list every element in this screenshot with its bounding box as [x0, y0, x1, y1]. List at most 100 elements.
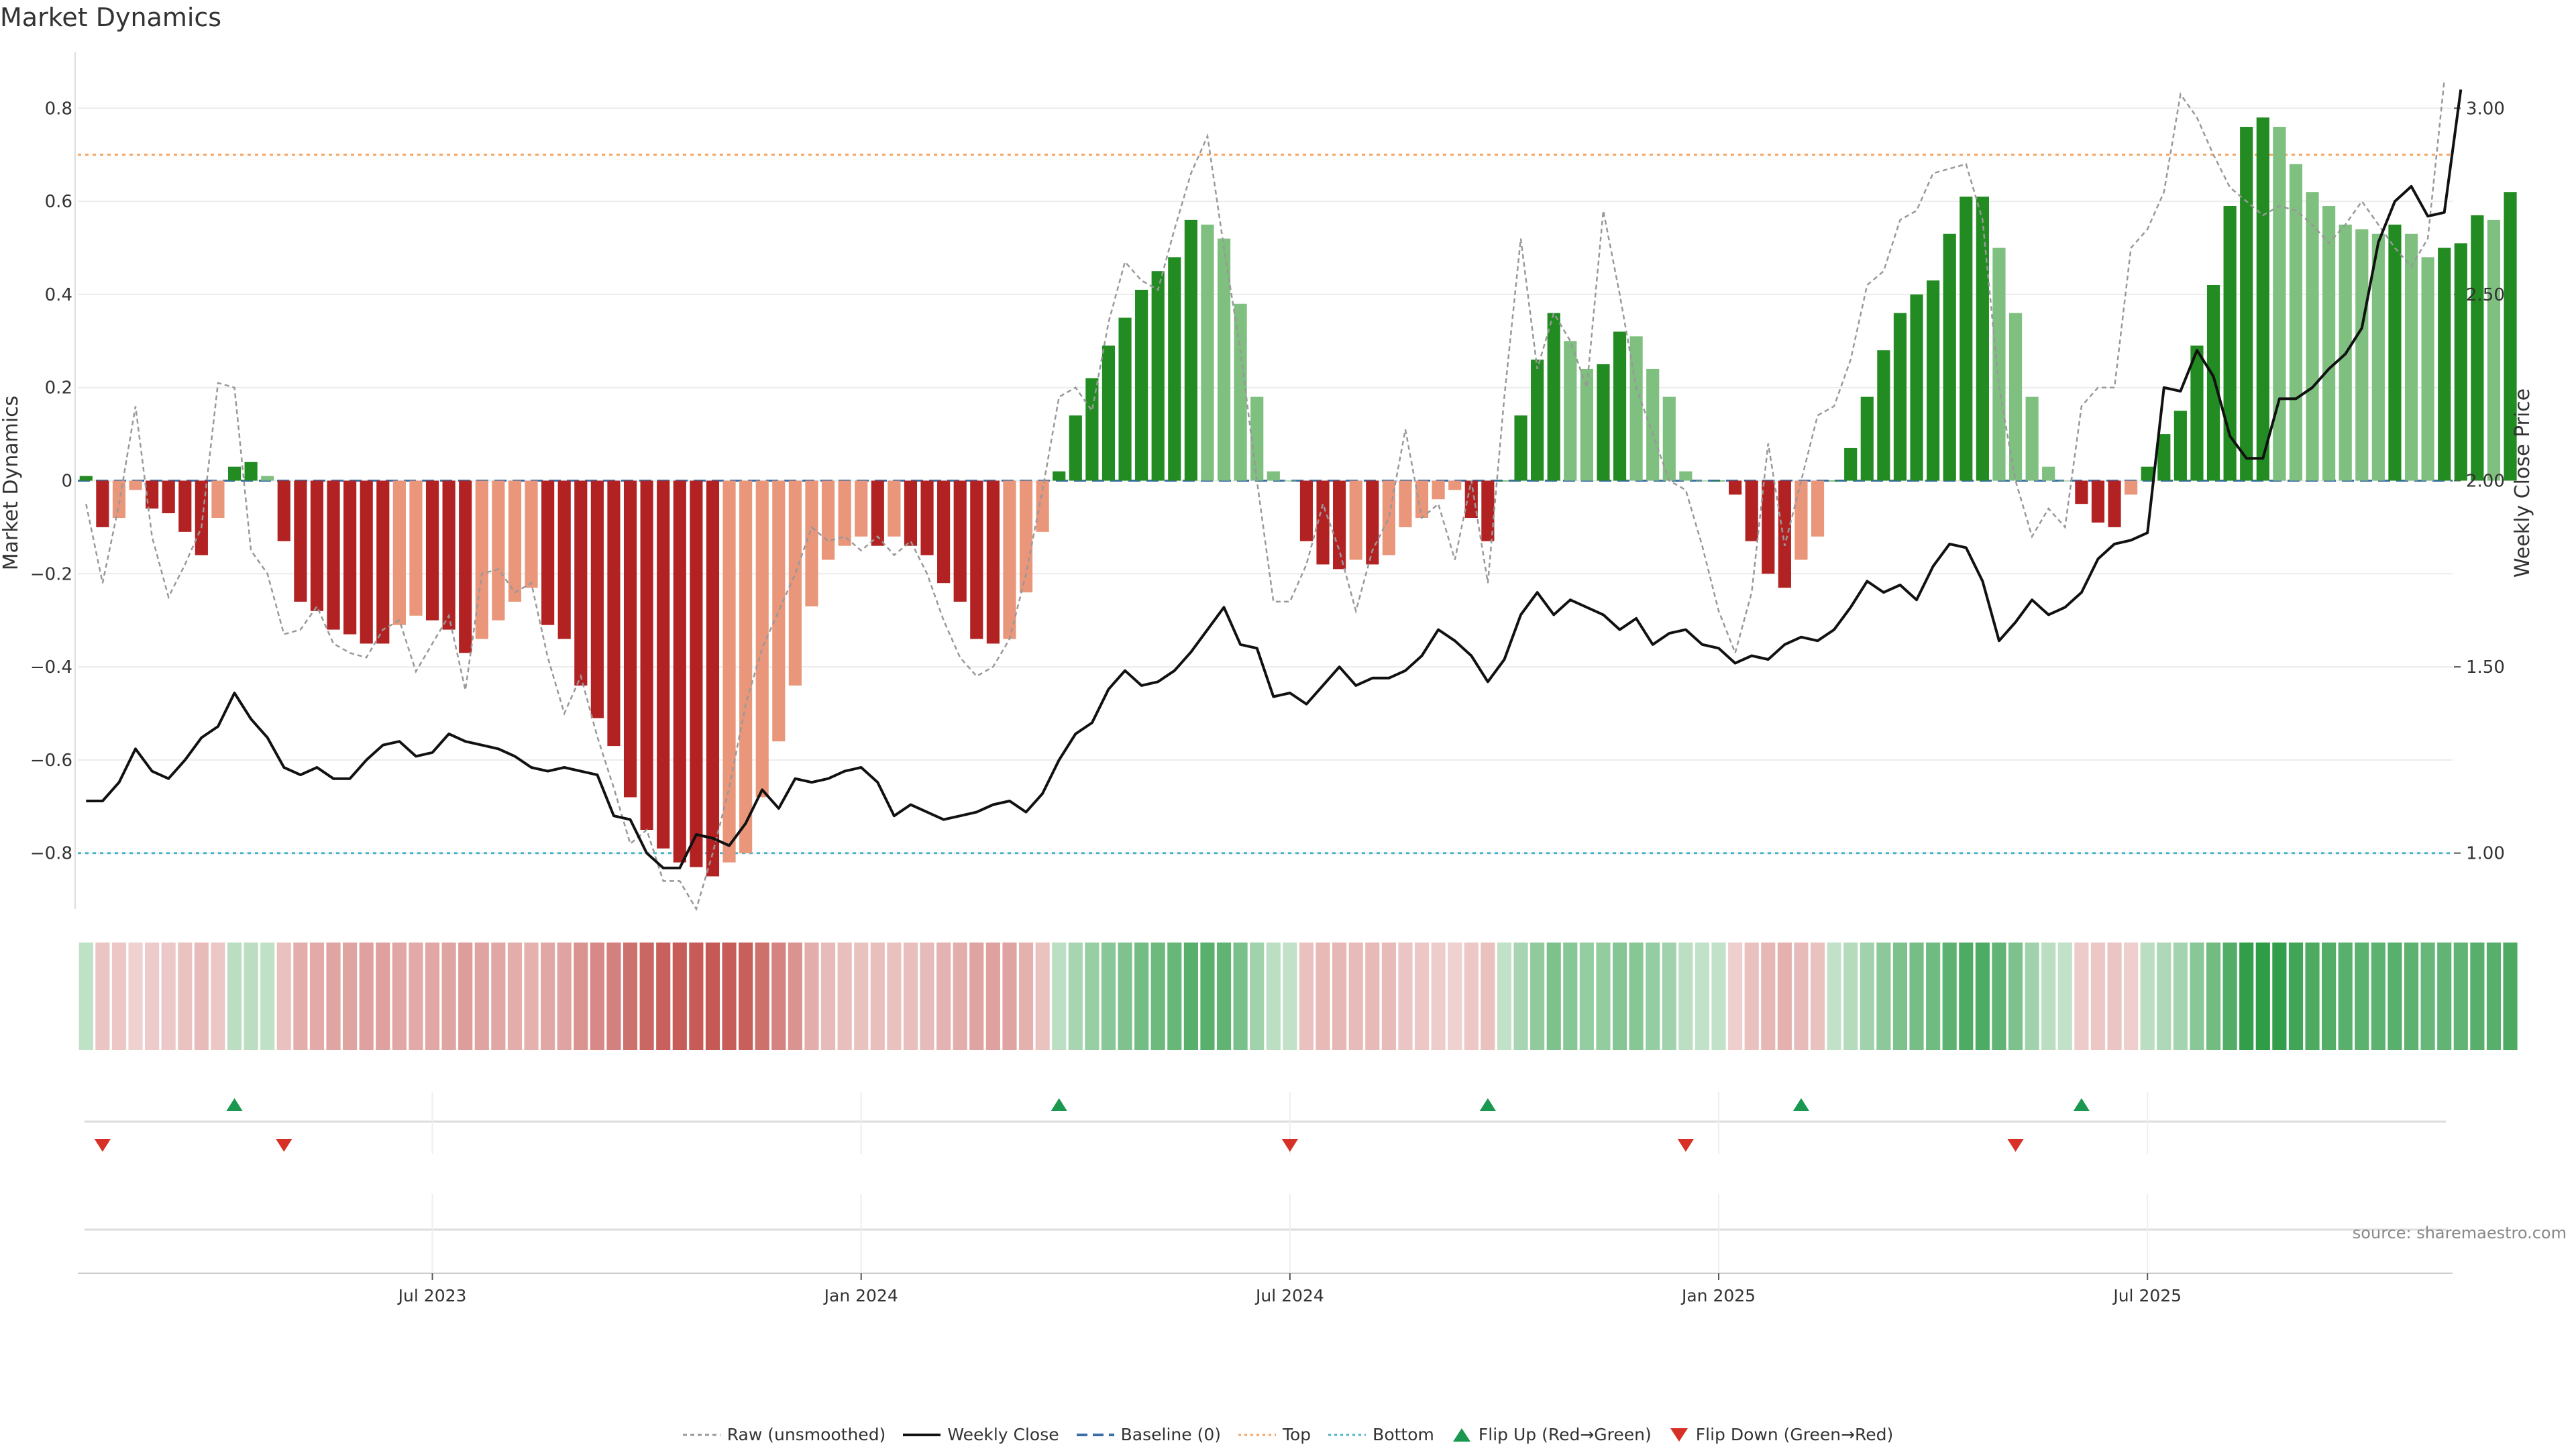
bar-week-60 — [1069, 415, 1082, 481]
legend-flip-up-swatch — [1452, 1428, 1470, 1442]
heat-cell-142 — [2420, 943, 2435, 1050]
bar-week-11 — [261, 476, 274, 481]
heat-cell-10 — [244, 943, 258, 1050]
bar-week-13 — [294, 480, 307, 602]
heat-cell-0 — [78, 943, 93, 1050]
heat-cell-13 — [293, 943, 308, 1050]
heat-cell-108 — [1860, 943, 1874, 1050]
heat-cell-130 — [2222, 943, 2237, 1050]
heat-cell-46 — [837, 943, 852, 1050]
bar-week-128 — [2190, 345, 2204, 481]
bar-week-123 — [2108, 480, 2121, 527]
heat-cell-47 — [854, 943, 869, 1050]
heat-cell-93 — [1612, 943, 1627, 1050]
heat-cell-95 — [1646, 943, 1660, 1050]
heat-cell-39 — [722, 943, 737, 1050]
heat-cell-78 — [1365, 943, 1380, 1050]
bar-week-83 — [1448, 480, 1462, 490]
bar-week-18 — [376, 480, 390, 644]
heat-cell-18 — [376, 943, 390, 1050]
bar-week-3 — [129, 480, 142, 490]
y-axis-label-left: Market Dynamics — [0, 396, 23, 571]
heat-cell-141 — [2404, 943, 2419, 1050]
heat-cell-129 — [2206, 943, 2221, 1050]
heat-cell-123 — [2107, 943, 2122, 1050]
bar-week-85 — [1481, 480, 1495, 541]
left-tick-label: −0.6 — [30, 751, 72, 771]
bar-week-26 — [508, 480, 522, 602]
bar-week-119 — [2042, 466, 2055, 481]
bar-week-132 — [2256, 117, 2269, 481]
heat-cell-53 — [953, 943, 967, 1050]
heat-cell-111 — [1909, 943, 1924, 1050]
heat-cell-41 — [755, 943, 769, 1050]
bar-week-146 — [2487, 219, 2501, 481]
bar-week-73 — [1283, 480, 1297, 482]
flip-up-marker — [1479, 1098, 1496, 1111]
heat-cell-133 — [2272, 943, 2287, 1050]
bar-week-27 — [525, 480, 538, 588]
bar-week-47 — [855, 480, 868, 537]
bar-week-127 — [2174, 411, 2187, 481]
weekly-close-line — [86, 89, 2463, 869]
x-tick-label: Jul 2025 — [2112, 1286, 2182, 1305]
heat-cell-60 — [1068, 943, 1083, 1050]
bar-week-118 — [2025, 396, 2039, 481]
bar-week-111 — [1910, 294, 1923, 481]
heat-cell-11 — [260, 943, 275, 1050]
heat-cell-75 — [1316, 943, 1330, 1050]
bar-week-7 — [195, 480, 208, 555]
heat-cell-74 — [1299, 943, 1314, 1050]
bar-week-10 — [244, 462, 258, 481]
legend-baseline: Baseline (0) — [1076, 1425, 1221, 1444]
bar-week-80 — [1399, 480, 1412, 527]
left-tick-label: 0.4 — [45, 285, 72, 305]
heat-cell-8 — [211, 943, 225, 1050]
bar-week-81 — [1415, 480, 1429, 519]
bar-week-130 — [2223, 206, 2237, 481]
heat-cell-29 — [557, 943, 572, 1050]
bar-week-99 — [1712, 480, 1725, 482]
bar-week-141 — [2404, 233, 2418, 481]
heat-cell-16 — [343, 943, 358, 1050]
heat-cell-131 — [2239, 943, 2254, 1050]
heat-cell-35 — [656, 943, 671, 1050]
bar-week-74 — [1299, 480, 1313, 541]
heat-cell-51 — [920, 943, 934, 1050]
flip-down-marker — [276, 1139, 292, 1152]
x-tick-label: Jan 2024 — [823, 1286, 898, 1305]
bar-week-19 — [392, 480, 406, 625]
heat-cell-64 — [1134, 943, 1149, 1050]
bar-week-50 — [904, 480, 918, 546]
bar-week-29 — [557, 480, 571, 639]
bar-week-82 — [1432, 480, 1445, 500]
bar-week-113 — [1943, 233, 1956, 481]
bar-week-117 — [2008, 313, 2023, 481]
heat-cell-63 — [1118, 943, 1132, 1050]
bar-week-64 — [1135, 289, 1148, 481]
heat-cell-76 — [1332, 943, 1347, 1050]
x-tick-label: Jul 2023 — [397, 1286, 467, 1305]
heat-cell-128 — [2190, 943, 2204, 1050]
heat-cell-7 — [194, 943, 209, 1050]
heat-cell-48 — [870, 943, 885, 1050]
flip-down-marker — [2007, 1139, 2024, 1152]
bar-week-38 — [706, 480, 720, 877]
heat-cell-126 — [2157, 943, 2171, 1050]
heat-cell-140 — [2387, 943, 2402, 1050]
heat-cell-28 — [541, 943, 555, 1050]
y-axis-label-right: Weekly Close Price — [2511, 388, 2534, 578]
bar-week-15 — [327, 480, 340, 630]
bar-week-66 — [1168, 257, 1181, 481]
heat-cell-61 — [1085, 943, 1099, 1050]
bar-week-58 — [1036, 480, 1049, 532]
heat-cell-79 — [1381, 943, 1396, 1050]
heat-cell-84 — [1464, 943, 1479, 1050]
heat-strip — [78, 943, 2518, 1050]
heat-cell-110 — [1892, 943, 1908, 1050]
bar-week-63 — [1118, 317, 1132, 481]
heat-cell-117 — [2008, 943, 2023, 1050]
bar-week-98 — [1695, 480, 1709, 482]
bar-week-31 — [590, 480, 604, 718]
bar-week-92 — [1597, 364, 1610, 481]
